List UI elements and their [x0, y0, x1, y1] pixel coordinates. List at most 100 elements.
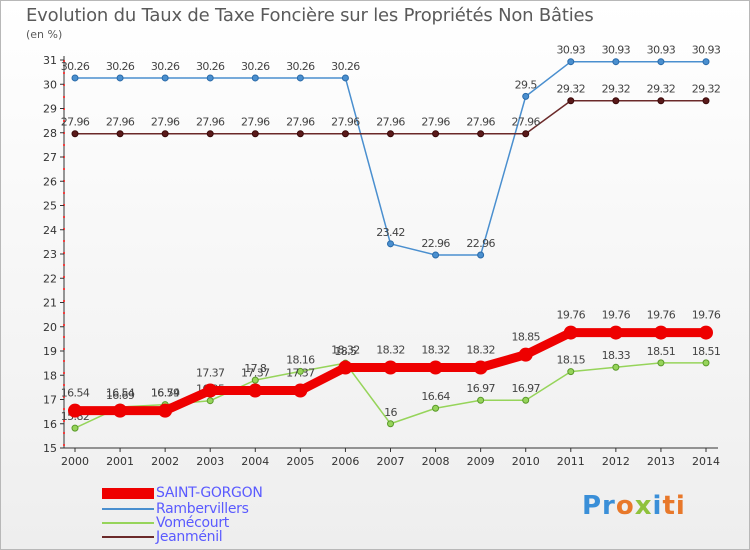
data-point-saint-gorgon [203, 383, 218, 398]
data-point-saint-gorgon [608, 325, 623, 340]
x-tick-label: 2000 [61, 455, 89, 468]
data-label-saint-gorgon: 17.37 [286, 367, 315, 380]
data-point-jeanm-nil [702, 97, 710, 105]
y-tick-label: 21 [43, 297, 57, 310]
data-point-vom-court [71, 424, 79, 432]
legend-swatch-vomecourt [102, 522, 154, 524]
data-label-rambervillers: 30.93 [647, 44, 676, 57]
data-label-saint-gorgon: 16.54 [106, 387, 135, 400]
data-label-saint-gorgon: 19.76 [557, 309, 586, 322]
data-label-vom-court: 18.33 [602, 349, 631, 362]
data-label-vom-court: 16 [384, 406, 397, 419]
x-tick-label: 2001 [106, 455, 134, 468]
data-point-vom-court [477, 396, 485, 404]
data-point-rambervillers [161, 74, 169, 82]
x-tick-label: 2003 [196, 455, 224, 468]
y-tick-label: 28 [43, 127, 57, 140]
data-label-vom-court: 16.69 [106, 389, 135, 402]
unit-label: (en %) [26, 28, 63, 41]
legend-label-vomecourt: Vomécourt [156, 515, 229, 531]
data-label-rambervillers: 30.26 [286, 60, 315, 73]
data-point-rambervillers [567, 58, 575, 66]
data-label-jeanm-nil: 27.96 [511, 116, 540, 129]
data-label-rambervillers: 30.26 [196, 60, 225, 73]
data-point-rambervillers [341, 74, 349, 82]
data-point-vom-court [567, 368, 575, 376]
data-point-rambervillers [522, 92, 530, 100]
data-label-saint-gorgon: 19.76 [602, 309, 631, 322]
data-label-rambervillers: 23.42 [376, 226, 405, 239]
data-label-jeanm-nil: 27.96 [106, 116, 135, 129]
data-label-saint-gorgon: 19.76 [692, 309, 721, 322]
legend-swatch-jeanmenil [102, 536, 154, 538]
data-label-saint-gorgon: 16.54 [151, 387, 180, 400]
data-point-saint-gorgon [158, 403, 173, 418]
data-point-jeanm-nil [657, 97, 665, 105]
data-label-saint-gorgon: 18.32 [331, 343, 360, 356]
data-point-jeanm-nil [296, 130, 304, 138]
data-point-vom-court [432, 404, 440, 412]
x-tick-label: 2009 [467, 455, 495, 468]
data-point-jeanm-nil [341, 130, 349, 138]
legend-swatch-rambervillers [102, 508, 154, 510]
data-label-jeanm-nil: 27.96 [151, 116, 180, 129]
data-label-jeanm-nil: 27.96 [376, 116, 405, 129]
y-tick-label: 27 [43, 151, 57, 164]
data-label-jeanm-nil: 29.32 [557, 83, 586, 96]
y-tick-label: 31 [43, 54, 57, 67]
x-tick-label: 2014 [692, 455, 720, 468]
data-point-saint-gorgon [293, 383, 308, 398]
data-label-vom-court: 16.64 [421, 390, 450, 403]
data-point-vom-court [522, 396, 530, 404]
y-tick-label: 24 [43, 224, 57, 237]
data-point-vom-court [657, 359, 665, 367]
x-tick-label: 2011 [557, 455, 585, 468]
data-point-jeanm-nil [161, 130, 169, 138]
data-point-saint-gorgon [653, 325, 668, 340]
data-point-rambervillers [251, 74, 259, 82]
data-point-jeanm-nil [477, 130, 485, 138]
data-label-jeanm-nil: 29.32 [602, 83, 631, 96]
data-point-rambervillers [71, 74, 79, 82]
data-label-jeanm-nil: 27.96 [196, 116, 225, 129]
data-point-rambervillers [116, 74, 124, 82]
data-point-jeanm-nil [116, 130, 124, 138]
data-point-saint-gorgon [563, 325, 578, 340]
data-label-rambervillers: 30.93 [557, 44, 586, 57]
data-label-vom-court: 18.5 [334, 345, 357, 358]
data-label-jeanm-nil: 27.96 [61, 116, 90, 129]
x-tick-label: 2002 [151, 455, 179, 468]
data-point-jeanm-nil [251, 130, 259, 138]
x-tick-label: 2005 [286, 455, 314, 468]
legend-item-saint-gorgon: SAINT-GORGON [102, 486, 263, 500]
data-label-vom-court: 18.15 [557, 354, 586, 367]
data-label-rambervillers: 30.93 [692, 44, 721, 57]
data-point-rambervillers [612, 58, 620, 66]
data-label-rambervillers: 30.26 [61, 60, 90, 73]
data-label-saint-gorgon: 17.37 [196, 367, 225, 380]
data-label-jeanm-nil: 29.32 [647, 83, 676, 96]
data-point-saint-gorgon [68, 403, 82, 418]
data-label-rambervillers: 29.5 [515, 78, 538, 91]
y-tick-label: 18 [43, 369, 57, 382]
legend-label-saint-gorgon: SAINT-GORGON [156, 485, 263, 501]
data-label-saint-gorgon: 16.54 [61, 387, 90, 400]
y-tick-label: 25 [43, 200, 57, 213]
data-point-vom-court [387, 420, 394, 428]
data-point-jeanm-nil [387, 130, 394, 138]
legend-item-rambervillers: Rambervillers [102, 502, 249, 516]
data-label-vom-court: 18.51 [692, 345, 721, 358]
x-tick-label: 2010 [512, 455, 540, 468]
data-point-rambervillers [657, 58, 665, 66]
data-point-saint-gorgon [383, 360, 398, 375]
data-point-rambervillers [296, 74, 304, 82]
data-point-rambervillers [206, 74, 214, 82]
data-point-jeanm-nil [206, 130, 214, 138]
data-label-jeanm-nil: 29.32 [692, 83, 721, 96]
data-label-jeanm-nil: 27.96 [331, 116, 360, 129]
data-label-rambervillers: 30.26 [331, 60, 360, 73]
data-point-vom-court [206, 397, 214, 405]
data-point-saint-gorgon [248, 383, 263, 398]
